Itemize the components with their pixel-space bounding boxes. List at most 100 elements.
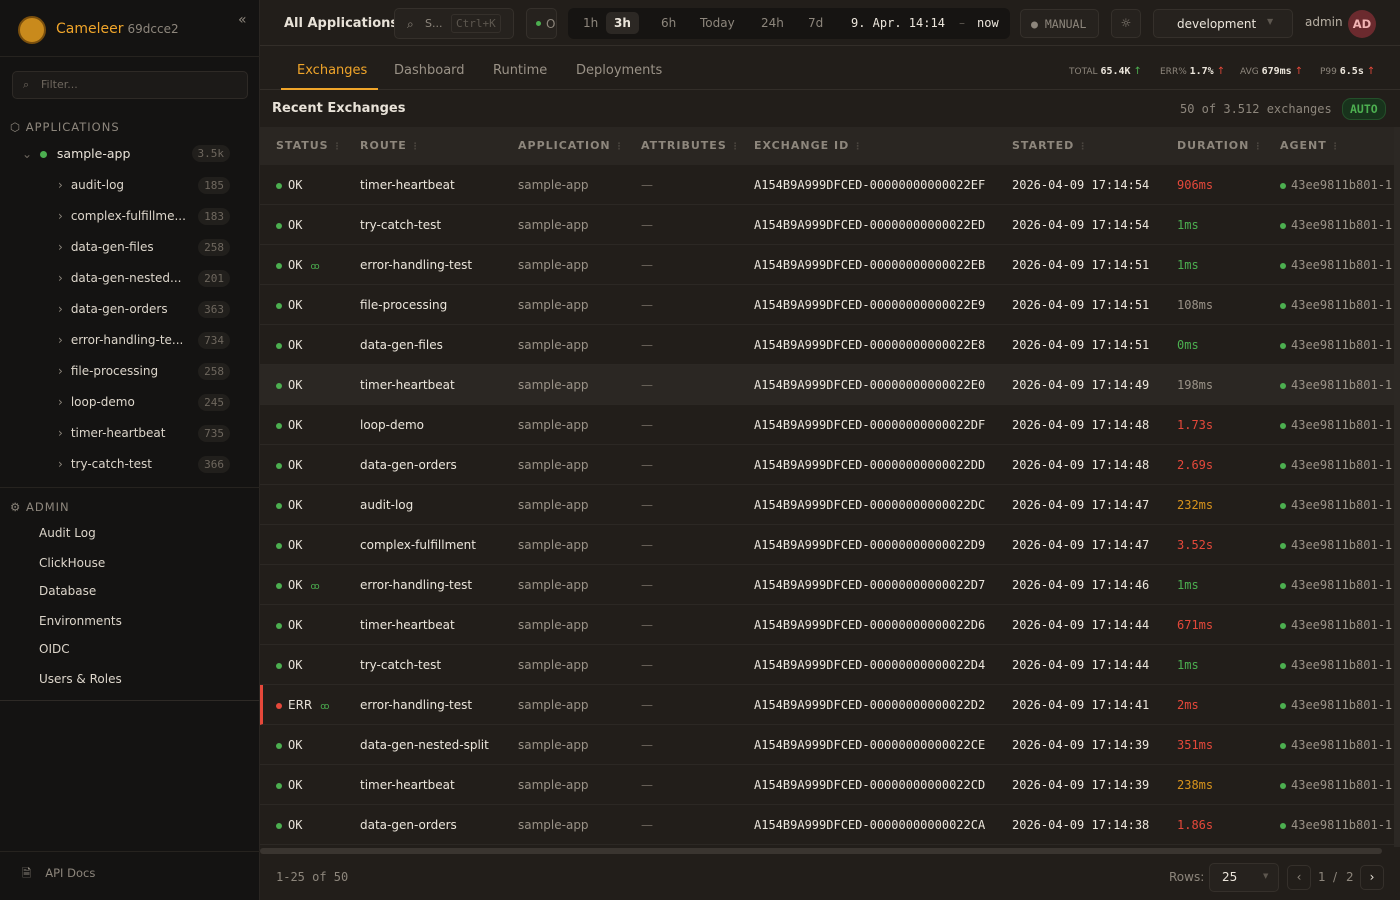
status-indicator[interactable]: O bbox=[526, 8, 557, 39]
tab-runtime[interactable]: Runtime bbox=[493, 63, 548, 78]
filter-input[interactable]: ⌕ Filter... bbox=[12, 71, 248, 99]
next-page-button[interactable]: › bbox=[1360, 865, 1384, 890]
route-cell[interactable]: timer-heartbeat bbox=[360, 778, 455, 792]
route-cell[interactable]: loop-demo bbox=[360, 418, 424, 432]
time-range-option[interactable]: 3h bbox=[606, 12, 639, 34]
prev-page-button[interactable]: ‹ bbox=[1287, 865, 1311, 890]
time-range-option[interactable]: 1h bbox=[583, 16, 599, 30]
table-row[interactable]: OK data-gen-orders sample-app — A154B9A999DF… bbox=[260, 445, 1394, 485]
sidebar-route-item[interactable]: › complex-fulfillme... 183 bbox=[58, 208, 230, 229]
exchange-id-cell[interactable]: A154B9A999DFCED-00000000000022EF bbox=[754, 178, 985, 192]
sidebar-admin-item[interactable]: Environments bbox=[39, 614, 122, 628]
table-row[interactable]: ERR ꝏ error-handling-test sample-app — A154B9… bbox=[260, 685, 1394, 725]
sidebar-admin-item[interactable]: Audit Log bbox=[39, 526, 96, 540]
route-cell[interactable]: file-processing bbox=[360, 298, 447, 312]
table-row[interactable]: OK timer-heartbeat sample-app — A154B9A999DF… bbox=[260, 605, 1394, 645]
sidebar-route-item[interactable]: › data-gen-nested... 201 bbox=[58, 270, 230, 291]
exchange-id-cell[interactable]: A154B9A999DFCED-00000000000022EB bbox=[754, 258, 985, 272]
vertical-scrollbar[interactable] bbox=[1394, 127, 1400, 847]
exchange-id-cell[interactable]: A154B9A999DFCED-00000000000022CE bbox=[754, 738, 985, 752]
route-cell[interactable]: error-handling-test bbox=[360, 578, 472, 592]
rows-per-page-select[interactable]: 25 ▼ bbox=[1209, 863, 1279, 892]
environment-select[interactable]: development ▼ bbox=[1153, 9, 1293, 38]
table-row[interactable]: OK data-gen-nested-split sample-app — A154B9… bbox=[260, 725, 1394, 765]
exchange-id-cell[interactable]: A154B9A999DFCED-00000000000022D7 bbox=[754, 578, 985, 592]
exchange-id-cell[interactable]: A154B9A999DFCED-00000000000022D6 bbox=[754, 618, 985, 632]
exchange-id-cell[interactable]: A154B9A999DFCED-00000000000022E9 bbox=[754, 298, 985, 312]
sidebar-route-item[interactable]: › file-processing 258 bbox=[58, 363, 230, 384]
theme-toggle-icon[interactable]: ☼ bbox=[1111, 9, 1141, 38]
search-button[interactable]: ⌕ S... Ctrl+K bbox=[394, 8, 514, 39]
avatar[interactable]: AD bbox=[1348, 10, 1376, 38]
time-range-option[interactable]: 7d bbox=[808, 16, 824, 30]
table-row[interactable]: OK timer-heartbeat sample-app — A154B9A999DF… bbox=[260, 165, 1394, 205]
exchange-id-cell[interactable]: A154B9A999DFCED-00000000000022DC bbox=[754, 498, 985, 512]
exchange-id-cell[interactable]: A154B9A999DFCED-00000000000022CD bbox=[754, 778, 985, 792]
exchange-id-cell[interactable]: A154B9A999DFCED-00000000000022E0 bbox=[754, 378, 985, 392]
route-cell[interactable]: data-gen-orders bbox=[360, 458, 457, 472]
auto-refresh-badge[interactable]: AUTO bbox=[1342, 98, 1386, 120]
collapse-sidebar-icon[interactable]: « bbox=[238, 12, 247, 28]
column-header-status[interactable]: STATUS ⋮ bbox=[276, 139, 343, 152]
route-cell[interactable]: timer-heartbeat bbox=[360, 618, 455, 632]
table-row[interactable]: OK ꝏ error-handling-test sample-app — A154B9A… bbox=[260, 565, 1394, 605]
sidebar-route-item[interactable]: › audit-log 185 bbox=[58, 177, 230, 198]
tab-deployments[interactable]: Deployments bbox=[576, 63, 663, 78]
column-header-duration[interactable]: DURATION ⋮ bbox=[1177, 139, 1263, 152]
horizontal-scrollbar[interactable] bbox=[260, 848, 1382, 854]
exchange-id-cell[interactable]: A154B9A999DFCED-00000000000022D4 bbox=[754, 658, 985, 672]
route-cell[interactable]: error-handling-test bbox=[360, 698, 472, 712]
range-to[interactable]: now bbox=[977, 16, 999, 30]
sidebar-route-item[interactable]: › data-gen-files 258 bbox=[58, 239, 230, 260]
route-cell[interactable]: audit-log bbox=[360, 498, 413, 512]
exchange-id-cell[interactable]: A154B9A999DFCED-00000000000022D9 bbox=[754, 538, 985, 552]
table-row[interactable]: OK try-catch-test sample-app — A154B9A999DFC… bbox=[260, 645, 1394, 685]
column-header-application[interactable]: APPLICATION ⋮ bbox=[518, 139, 625, 152]
exchange-id-cell[interactable]: A154B9A999DFCED-00000000000022DD bbox=[754, 458, 985, 472]
sidebar-route-item[interactable]: › loop-demo 245 bbox=[58, 394, 230, 415]
sidebar-admin-item[interactable]: Database bbox=[39, 584, 97, 598]
exchange-id-cell[interactable]: A154B9A999DFCED-00000000000022DF bbox=[754, 418, 985, 432]
sidebar-admin-item[interactable]: OIDC bbox=[39, 642, 70, 656]
table-row[interactable]: OK audit-log sample-app — A154B9A999DFCED-00… bbox=[260, 485, 1394, 525]
api-docs-link[interactable]: 🗎 API Docs bbox=[22, 866, 95, 885]
table-row[interactable]: OK ꝏ error-handling-test sample-app — A154B9A… bbox=[260, 245, 1394, 285]
sidebar-admin-item[interactable]: ClickHouse bbox=[39, 556, 106, 570]
sidebar-route-item[interactable]: › error-handling-te... 734 bbox=[58, 332, 230, 353]
sidebar-admin-item[interactable]: Users & Roles bbox=[39, 672, 122, 686]
time-range-option[interactable]: 24h bbox=[761, 16, 784, 30]
exchange-id-cell[interactable]: A154B9A999DFCED-00000000000022CA bbox=[754, 818, 985, 832]
route-cell[interactable]: timer-heartbeat bbox=[360, 178, 455, 192]
column-header-attributes[interactable]: ATTRIBUTES ⋮ bbox=[641, 139, 741, 152]
table-row[interactable]: OK timer-heartbeat sample-app — A154B9A999DF… bbox=[260, 365, 1394, 405]
column-header-agent[interactable]: AGENT ⋮ bbox=[1280, 139, 1341, 152]
exchange-id-cell[interactable]: A154B9A999DFCED-00000000000022ED bbox=[754, 218, 985, 232]
sidebar-app-sample-app[interactable]: ⌄ sample-app 3.5k bbox=[22, 145, 230, 164]
table-row[interactable]: OK complex-fulfillment sample-app — A154B9A9… bbox=[260, 525, 1394, 565]
table-row[interactable]: OK data-gen-files sample-app — A154B9A999DFC… bbox=[260, 325, 1394, 365]
column-header-exchange-id[interactable]: EXCHANGE ID ⋮ bbox=[754, 139, 863, 152]
refresh-mode-button[interactable]: ● MANUAL bbox=[1020, 9, 1099, 38]
time-range-option[interactable]: 6h bbox=[661, 16, 677, 30]
route-cell[interactable]: error-handling-test bbox=[360, 258, 472, 272]
route-cell[interactable]: try-catch-test bbox=[360, 218, 441, 232]
range-from[interactable]: 9. Apr. 14:14 bbox=[851, 16, 945, 30]
column-header-started[interactable]: STARTED ⋮ bbox=[1012, 139, 1088, 152]
tab-exchanges[interactable]: Exchanges bbox=[297, 63, 368, 78]
sidebar-route-item[interactable]: › data-gen-orders 363 bbox=[58, 301, 230, 322]
exchange-id-cell[interactable]: A154B9A999DFCED-00000000000022D2 bbox=[754, 698, 985, 712]
route-cell[interactable]: try-catch-test bbox=[360, 658, 441, 672]
time-range-option[interactable]: Today bbox=[700, 16, 735, 30]
route-cell[interactable]: timer-heartbeat bbox=[360, 378, 455, 392]
column-header-route[interactable]: ROUTE ⋮ bbox=[360, 139, 421, 152]
table-row[interactable]: OK data-gen-orders sample-app — A154B9A999DF… bbox=[260, 805, 1394, 845]
table-row[interactable]: OK try-catch-test sample-app — A154B9A999DFC… bbox=[260, 205, 1394, 245]
table-row[interactable]: OK timer-heartbeat sample-app — A154B9A999DF… bbox=[260, 765, 1394, 805]
sidebar-route-item[interactable]: › timer-heartbeat 735 bbox=[58, 425, 230, 446]
sidebar-route-item[interactable]: › try-catch-test 366 bbox=[58, 456, 230, 477]
route-cell[interactable]: data-gen-nested-split bbox=[360, 738, 489, 752]
table-row[interactable]: OK loop-demo sample-app — A154B9A999DFCED-00… bbox=[260, 405, 1394, 445]
table-row[interactable]: OK file-processing sample-app — A154B9A999DF… bbox=[260, 285, 1394, 325]
route-cell[interactable]: data-gen-orders bbox=[360, 818, 457, 832]
route-cell[interactable]: data-gen-files bbox=[360, 338, 443, 352]
